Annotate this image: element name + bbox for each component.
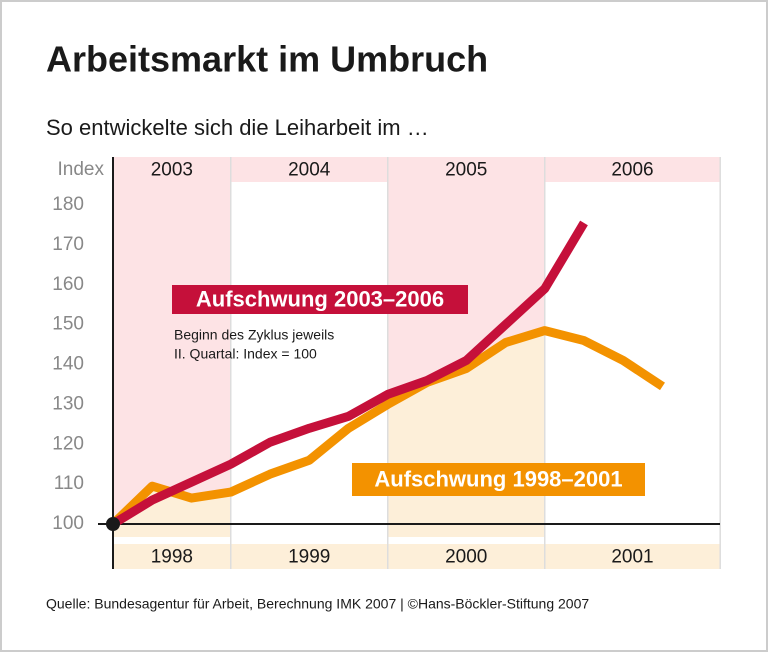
bottom-year-label: 2001 bbox=[611, 547, 653, 568]
y-tick-label: 120 bbox=[52, 433, 84, 454]
y-tick-label: 130 bbox=[52, 393, 84, 414]
legend-label: Aufschwung 1998–2001 bbox=[374, 466, 622, 491]
source: Quelle: Bundesagentur für Arbeit, Berech… bbox=[46, 596, 589, 612]
origin-dot bbox=[106, 517, 120, 531]
y-tick-label: 140 bbox=[52, 354, 84, 375]
series-line bbox=[109, 326, 665, 528]
y-tick-label: 170 bbox=[52, 234, 84, 255]
top-year-label: 2005 bbox=[445, 160, 487, 181]
series-line bbox=[110, 220, 588, 528]
top-year-label: 2003 bbox=[151, 160, 193, 181]
legend-box bbox=[172, 285, 468, 314]
subtitle: So entwickelte sich die Leiharbeit im … bbox=[46, 115, 429, 140]
y-tick-label: 150 bbox=[52, 314, 84, 335]
note: II. Quartal: Index = 100 bbox=[174, 346, 317, 362]
legend-box bbox=[352, 463, 645, 496]
y-tick-label: 110 bbox=[54, 473, 84, 494]
top-band bbox=[113, 157, 720, 182]
top-year-label: 2006 bbox=[611, 160, 653, 181]
bottom-band bbox=[113, 544, 720, 569]
y-tick-label: 160 bbox=[52, 274, 84, 295]
y-tick-label: 100 bbox=[52, 513, 84, 534]
bottom-year-label: 2000 bbox=[445, 547, 487, 568]
y-label: Index bbox=[58, 159, 105, 180]
bottom-year-label: 1998 bbox=[151, 547, 193, 568]
bottom-year-label: 1999 bbox=[288, 547, 330, 568]
y-tick-label: 180 bbox=[52, 194, 84, 215]
note: Beginn des Zyklus jeweils bbox=[174, 327, 334, 343]
legend-label: Aufschwung 2003–2006 bbox=[196, 286, 444, 311]
top-year-label: 2004 bbox=[288, 160, 331, 181]
chart-title: Arbeitsmarkt im Umbruch bbox=[46, 39, 488, 80]
